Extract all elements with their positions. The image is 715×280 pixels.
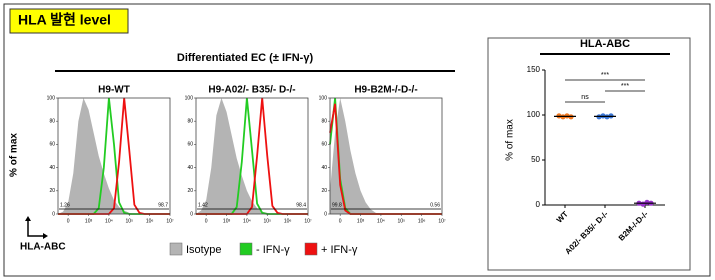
x-tick-label: 10⁴ xyxy=(243,218,251,224)
gate-left-label: 1.42 xyxy=(198,202,208,208)
x-tick-label: 10⁴ xyxy=(377,218,385,224)
x-tick-label: WT xyxy=(555,209,570,224)
y-tick-label: 20 xyxy=(187,188,193,194)
gate-left-label: 1.26 xyxy=(60,202,70,208)
y-tick-label: 80 xyxy=(187,119,193,125)
legend-label: + IFN-γ xyxy=(321,244,358,256)
y-tick-label: 40 xyxy=(321,165,327,171)
axis-arrow xyxy=(27,218,46,237)
x-tick-label: 10⁶ xyxy=(284,218,292,224)
y-tick-label: 20 xyxy=(49,188,55,194)
outer-frame xyxy=(3,3,711,277)
y-tick-label: 0 xyxy=(190,211,193,217)
panel-title: H9-WT xyxy=(98,85,130,96)
y-tick-label: 40 xyxy=(187,165,193,171)
title-box xyxy=(9,8,129,34)
panel-frame xyxy=(329,97,443,215)
y-tick-label: 50 xyxy=(531,155,540,164)
y-tick-label: 60 xyxy=(321,142,327,148)
histogram-curve xyxy=(58,98,170,214)
histogram-curve xyxy=(330,98,442,214)
x-tick-label: 10³ xyxy=(85,218,93,224)
significance-label: *** xyxy=(601,72,609,79)
y-axis-label: % of max xyxy=(9,133,20,177)
x-tick-label: 10⁴ xyxy=(105,218,113,224)
y-tick-label: 80 xyxy=(321,119,327,125)
panel-title: H9-B2M-/-D-/- xyxy=(354,85,417,96)
gate-right-label: 98.7 xyxy=(158,202,168,208)
panel-frame xyxy=(57,97,171,215)
x-tick-label: 10⁵ xyxy=(263,218,271,224)
y-tick-label: 0 xyxy=(52,211,55,217)
x-tick-label: 10⁶ xyxy=(146,218,154,224)
y-tick-label: 60 xyxy=(49,142,55,148)
x-tick-label: 10⁷ xyxy=(166,218,174,224)
x-tick-label: 10⁷ xyxy=(438,218,446,224)
header-title: HLA 발현 level xyxy=(18,12,111,28)
figure-title: Differentiated EC (± IFN-γ) xyxy=(177,52,314,64)
significance-label: *** xyxy=(621,83,629,90)
histogram-curve xyxy=(196,98,308,214)
y-tick-label: 40 xyxy=(49,165,55,171)
y-tick-label: 100 xyxy=(527,110,541,119)
x-tick-label: 0 xyxy=(67,218,70,224)
y-tick-label: 100 xyxy=(47,95,56,101)
gate-left-label: 99.8 xyxy=(332,202,342,208)
gate-right-label: 0.56 xyxy=(430,202,440,208)
y-tick-label: 20 xyxy=(321,188,327,194)
x-tick-label: B2M-/-D-/- xyxy=(617,209,650,242)
y-tick-label: 60 xyxy=(187,142,193,148)
x-tick-label: 10⁵ xyxy=(397,218,405,224)
legend-swatch xyxy=(169,242,183,256)
panel-title: H9-A02/- B35/- D-/- xyxy=(208,85,295,96)
y-tick-label: 150 xyxy=(527,65,541,74)
gate-right-label: 98.4 xyxy=(296,202,306,208)
panel-frame xyxy=(195,97,309,215)
x-tick-label: A02/- B35/- D-/- xyxy=(563,209,610,256)
x-tick-label: 10³ xyxy=(223,218,231,224)
significance-label: ns xyxy=(581,94,589,101)
legend-swatch xyxy=(304,242,318,256)
y-tick-label: 100 xyxy=(319,95,328,101)
x-tick-label: 10³ xyxy=(357,218,365,224)
legend-swatch xyxy=(239,242,253,256)
dot-frame xyxy=(487,37,691,271)
legend-label: Isotype xyxy=(186,244,221,256)
arrow-heads xyxy=(25,216,48,239)
x-tick-label: 10⁷ xyxy=(304,218,312,224)
x-tick-label: 0 xyxy=(205,218,208,224)
dot-title: HLA-ABC xyxy=(580,38,630,50)
y-tick-label: 100 xyxy=(185,95,194,101)
y-tick-label: 0 xyxy=(324,211,327,217)
dot-y-label: % of max xyxy=(505,119,516,161)
y-tick-label: 0 xyxy=(536,200,541,209)
x-tick-label: 0 xyxy=(339,218,342,224)
x-tick-label: 10⁵ xyxy=(125,218,133,224)
legend-label: - IFN-γ xyxy=(256,244,290,256)
y-tick-label: 80 xyxy=(49,119,55,125)
x-tick-label: 10⁶ xyxy=(418,218,426,224)
x-axis-label: HLA-ABC xyxy=(20,242,66,253)
